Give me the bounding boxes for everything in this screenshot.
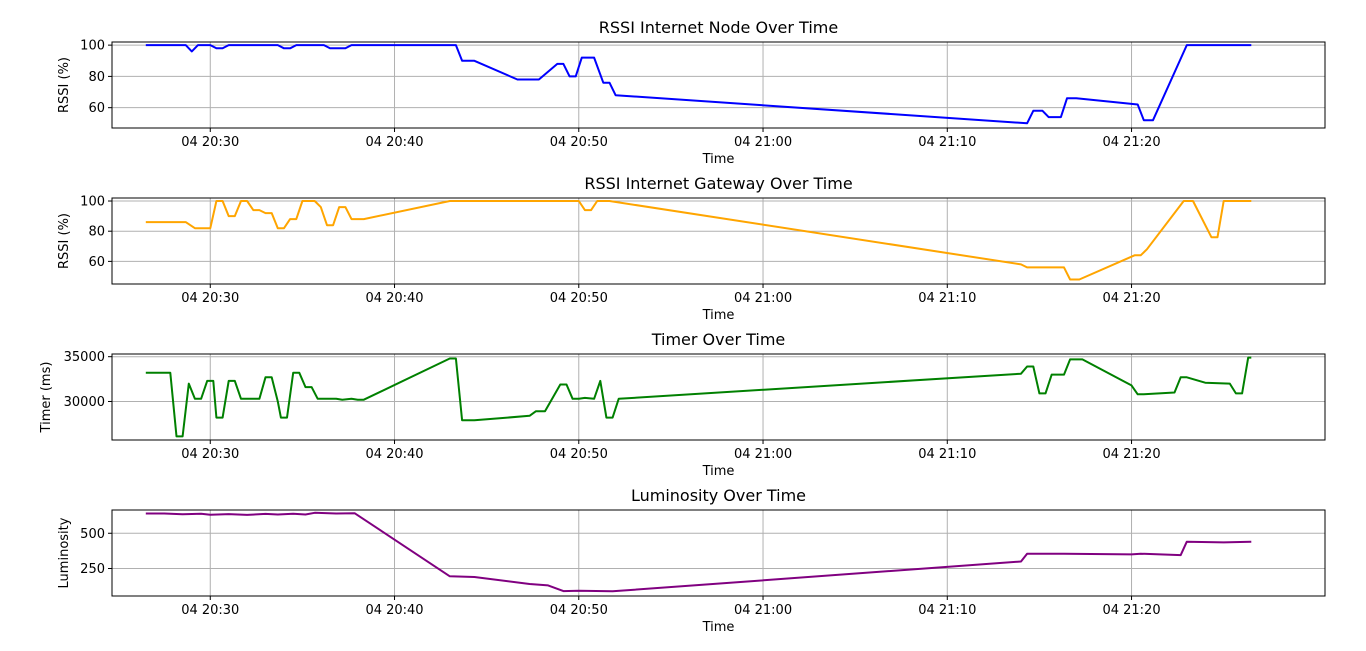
series-line — [145, 44, 1252, 125]
x-tick-label: 04 21:00 — [734, 603, 792, 618]
y-tick-label: 500 — [80, 527, 105, 542]
x-tick-label: 04 20:40 — [365, 291, 423, 306]
x-tick-label: 04 20:30 — [181, 135, 239, 150]
y-axis-label: RSSI (%) — [57, 57, 72, 113]
y-tick-label: 30000 — [64, 395, 105, 410]
x-tick-label: 04 20:50 — [550, 447, 608, 462]
x-tick-label: 04 21:20 — [1102, 447, 1160, 462]
x-tick-label: 04 20:30 — [181, 447, 239, 462]
x-tick-label: 04 20:40 — [365, 447, 423, 462]
y-tick-label: 80 — [88, 70, 105, 85]
x-tick-label: 04 20:50 — [550, 603, 608, 618]
axes-frame — [111, 353, 1326, 441]
chart-title: Luminosity Over Time — [631, 486, 806, 505]
series-line — [145, 200, 1252, 281]
y-tick-label: 80 — [88, 225, 105, 240]
x-tick-label: 04 21:20 — [1102, 603, 1160, 618]
y-tick-label: 60 — [88, 101, 105, 116]
x-tick-label: 04 21:20 — [1102, 291, 1160, 306]
x-axis-label: Time — [702, 620, 735, 635]
x-axis-label: Time — [702, 308, 735, 323]
x-tick-label: 04 21:00 — [734, 135, 792, 150]
x-tick-label: 04 21:10 — [918, 603, 976, 618]
chart-panel-4: Luminosity Over Time 04 20:30 04 20:40 04 2… — [57, 486, 1326, 635]
x-tick-label: 04 20:40 — [365, 603, 423, 618]
y-tick-label: 100 — [80, 39, 105, 54]
axes-frame — [111, 509, 1326, 597]
x-tick-label: 04 20:30 — [181, 291, 239, 306]
x-axis-label: Time — [702, 464, 735, 479]
x-axis-label: Time — [702, 152, 735, 167]
series-line — [145, 356, 1252, 438]
y-axis-label: Timer (ms) — [39, 362, 54, 434]
y-tick-label: 100 — [80, 195, 105, 210]
y-axis-label: Luminosity — [57, 517, 72, 588]
chart-panel-3: Timer Over Time 04 20:30 04 20:40 04 20:50 0… — [39, 330, 1326, 479]
x-tick-label: 04 20:50 — [550, 291, 608, 306]
y-tick-label: 35000 — [64, 350, 105, 365]
series-line — [145, 511, 1252, 593]
axes-frame — [111, 41, 1326, 129]
x-tick-label: 04 21:10 — [918, 135, 976, 150]
x-tick-label: 04 21:10 — [918, 447, 976, 462]
x-tick-label: 04 20:40 — [365, 135, 423, 150]
x-tick-label: 04 21:00 — [734, 291, 792, 306]
x-tick-label: 04 20:30 — [181, 603, 239, 618]
y-tick-label: 60 — [88, 255, 105, 270]
chart-title: Timer Over Time — [651, 330, 786, 349]
x-tick-label: 04 20:50 — [550, 135, 608, 150]
axes-frame — [111, 197, 1326, 285]
chart-title: RSSI Internet Gateway Over Time — [584, 174, 852, 193]
chart-title: RSSI Internet Node Over Time — [599, 18, 838, 37]
x-tick-label: 04 21:10 — [918, 291, 976, 306]
chart-panel-2: RSSI Internet Gateway Over Time 04 20:30 0… — [57, 174, 1326, 323]
y-tick-label: 250 — [80, 562, 105, 577]
y-axis-label: RSSI (%) — [57, 213, 72, 269]
chart-panel-1: RSSI Internet Node Over Time 04 20:30 04 2… — [57, 18, 1326, 167]
x-tick-label: 04 21:20 — [1102, 135, 1160, 150]
x-tick-label: 04 21:00 — [734, 447, 792, 462]
